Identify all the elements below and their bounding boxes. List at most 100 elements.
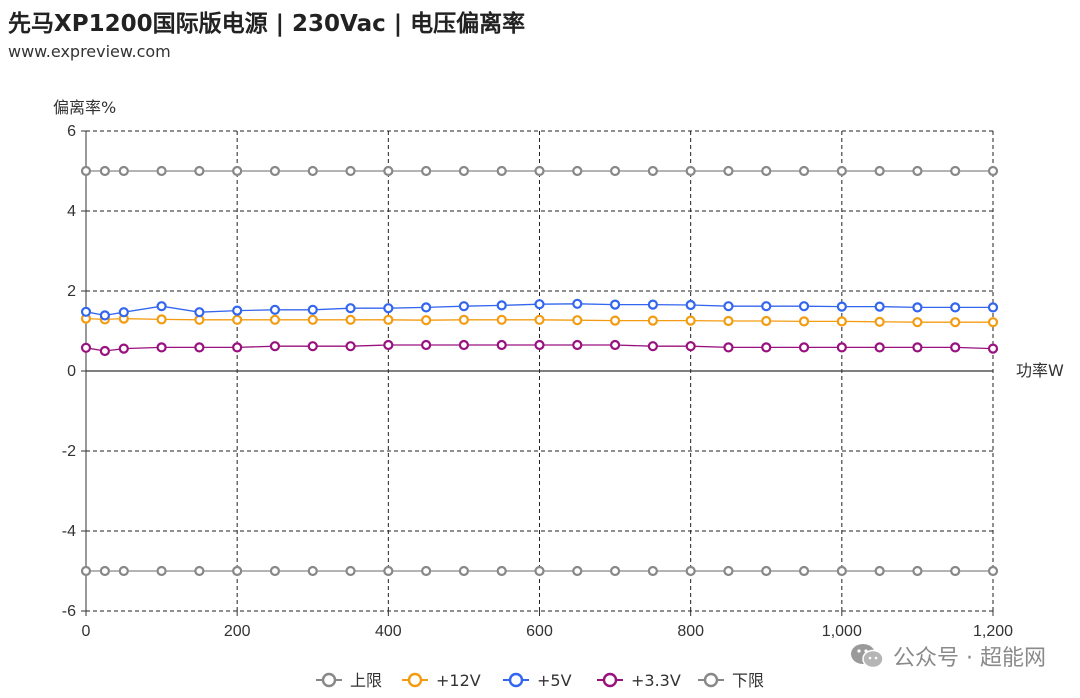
data-point xyxy=(156,314,167,325)
data-point xyxy=(156,342,167,353)
series-2 xyxy=(80,298,999,321)
data-point xyxy=(383,303,394,314)
data-point xyxy=(685,341,696,352)
data-point xyxy=(723,342,734,353)
legend-marker xyxy=(703,672,719,688)
x-tick-label: 400 xyxy=(375,623,402,640)
watermark-text: 公众号 · 超能网 xyxy=(893,646,1046,671)
data-point xyxy=(80,165,92,177)
data-point xyxy=(194,165,205,177)
x-tick-label: 600 xyxy=(526,623,553,640)
data-point xyxy=(232,305,243,316)
data-point xyxy=(950,317,961,328)
data-point xyxy=(912,342,923,353)
data-point xyxy=(345,303,356,314)
data-point xyxy=(232,565,243,577)
data-point xyxy=(99,310,110,321)
data-point xyxy=(156,565,167,577)
data-point xyxy=(458,314,470,325)
data-point xyxy=(723,315,734,327)
data-point xyxy=(685,165,696,177)
data-point xyxy=(421,565,432,577)
series-3 xyxy=(80,339,999,357)
data-point xyxy=(836,316,847,327)
data-point xyxy=(496,165,507,177)
legend-item-1: +12V xyxy=(402,671,481,690)
x-tick-label: 1,000 xyxy=(822,623,862,640)
data-point xyxy=(269,565,281,577)
wechat-icon xyxy=(851,644,884,669)
data-point xyxy=(987,343,999,354)
data-point xyxy=(156,165,167,177)
x-tick-label: 1,200 xyxy=(973,623,1013,640)
data-point xyxy=(80,306,92,317)
data-point xyxy=(572,339,583,351)
data-point xyxy=(836,165,847,177)
data-point xyxy=(647,315,658,326)
data-point xyxy=(609,565,621,577)
data-point xyxy=(572,298,583,309)
data-point xyxy=(118,565,129,577)
data-point xyxy=(99,345,110,357)
legend-item-0: 上限 xyxy=(316,671,382,690)
data-point xyxy=(421,302,432,313)
data-point xyxy=(534,165,545,177)
data-point xyxy=(383,165,394,177)
data-point xyxy=(458,339,470,351)
data-point xyxy=(798,342,810,353)
data-point xyxy=(950,342,961,353)
data-point xyxy=(269,341,281,352)
data-point xyxy=(194,342,205,353)
legend-item-2: +5V xyxy=(503,671,572,690)
series-1 xyxy=(80,313,999,328)
data-point xyxy=(80,565,92,577)
data-point xyxy=(99,165,110,177)
data-point xyxy=(609,315,621,326)
data-point xyxy=(458,565,470,577)
data-point xyxy=(383,314,394,325)
legend: 上限 +12V +5V +3.3V 下限 xyxy=(316,671,764,690)
data-point xyxy=(496,565,507,577)
data-point xyxy=(950,165,961,177)
data-point xyxy=(761,301,772,312)
data-point xyxy=(80,342,92,353)
data-point xyxy=(269,165,281,177)
data-point xyxy=(950,302,961,313)
series xyxy=(80,165,999,577)
data-point xyxy=(307,341,318,352)
page-title: 先马XP1200国际版电源 | 230Vac | 电压偏离率 xyxy=(8,11,526,37)
data-point xyxy=(874,342,885,353)
data-point xyxy=(761,165,772,177)
data-point xyxy=(534,314,545,325)
data-point xyxy=(496,339,507,351)
y-tick-label: -4 xyxy=(62,523,76,540)
data-point xyxy=(496,300,507,311)
data-point xyxy=(685,299,696,311)
series-4 xyxy=(80,565,999,577)
data-point xyxy=(232,165,243,177)
data-point xyxy=(912,165,923,177)
data-point xyxy=(798,316,810,327)
data-point xyxy=(987,302,999,313)
data-point xyxy=(723,565,734,577)
data-point xyxy=(987,317,999,328)
data-point xyxy=(874,565,885,577)
data-point xyxy=(912,302,923,313)
data-point xyxy=(572,165,583,177)
data-point xyxy=(685,315,696,326)
data-point xyxy=(798,165,810,177)
axes: -6 -4 -2 0 2 4 6 0 200 400 600 800 1,000 1,200 xyxy=(62,123,1013,640)
data-point xyxy=(609,299,621,310)
data-point xyxy=(836,301,847,312)
data-point xyxy=(156,301,167,312)
data-point xyxy=(99,565,110,577)
y-tick-label: 2 xyxy=(67,283,76,300)
legend-marker xyxy=(602,672,618,688)
data-point xyxy=(421,339,432,351)
data-point xyxy=(798,565,810,577)
data-point xyxy=(647,299,658,310)
data-point xyxy=(572,565,583,577)
legend-label: +12V xyxy=(436,671,481,690)
data-point xyxy=(307,565,318,577)
x-tick-label: 0 xyxy=(82,623,91,640)
